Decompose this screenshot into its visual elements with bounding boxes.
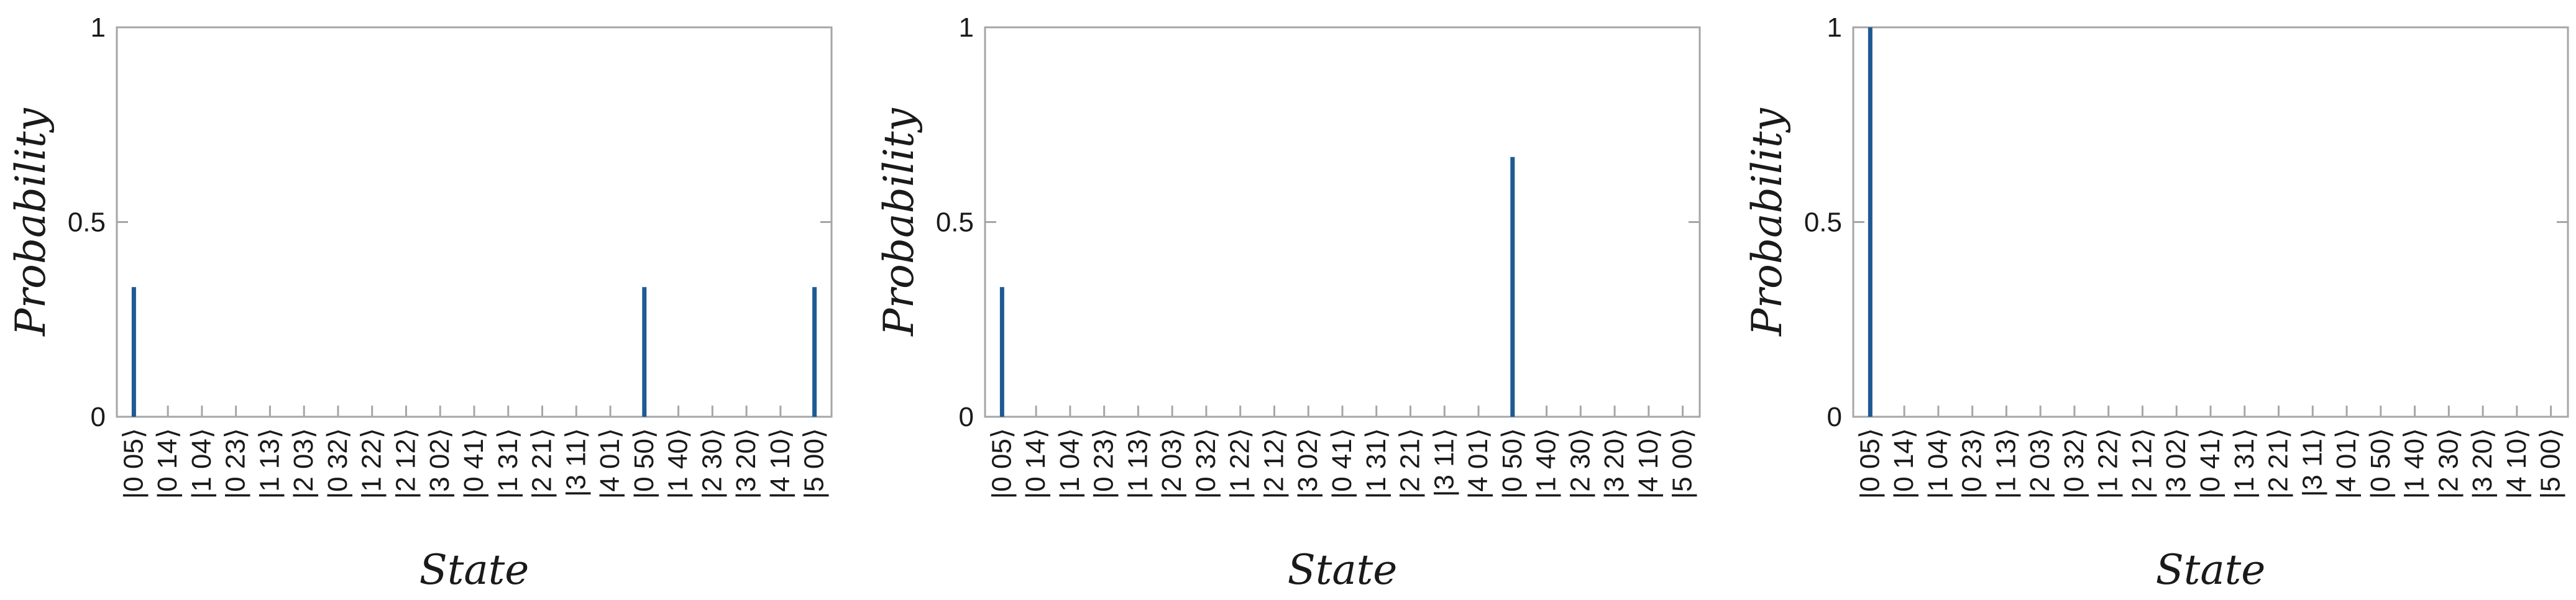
x-tick-label: |4 01⟩ [2331, 428, 2362, 499]
x-tick-label: |3 11⟩ [561, 428, 591, 497]
y-tick-label: 0 [1827, 402, 1842, 432]
x-tick-label: |0 14⟩ [1889, 428, 1919, 499]
x-tick-label: |2 21⟩ [527, 428, 557, 499]
x-tick-label: |2 30⟩ [1565, 428, 1595, 499]
x-tick-label: |3 02⟩ [2161, 428, 2191, 499]
x-tick-label: |2 21⟩ [1395, 428, 1426, 499]
x-tick-label: |0 05⟩ [1854, 428, 1885, 499]
x-tick-label: |0 41⟩ [1327, 428, 1357, 499]
y-axis-title: Probability [1743, 107, 1791, 336]
x-tick-label: |2 03⟩ [1157, 428, 1187, 499]
x-axis-title: State [2156, 546, 2266, 594]
x-tick-label: |1 22⟩ [2093, 428, 2124, 499]
x-tick-label: |4 01⟩ [595, 428, 625, 499]
x-tick-label: |0 41⟩ [2195, 428, 2225, 499]
x-tick-label: |5 00⟩ [1667, 428, 1698, 499]
x-tick-label: |2 03⟩ [2025, 428, 2055, 499]
bar-16 [642, 287, 647, 417]
x-tick-label: |0 05⟩ [118, 428, 149, 499]
x-axis-title: State [419, 546, 529, 594]
x-tick-label: |1 04⟩ [1055, 428, 1085, 499]
x-tick-label: |4 10⟩ [765, 428, 795, 499]
x-tick-label: |0 41⟩ [459, 428, 489, 499]
x-tick-label: |1 22⟩ [357, 428, 387, 499]
x-tick-label: |0 32⟩ [323, 428, 353, 499]
y-tick-label: 0 [959, 402, 974, 432]
x-tick-label: |0 14⟩ [1020, 428, 1051, 499]
x-tick-label: |3 02⟩ [1293, 428, 1323, 499]
x-tick-label: |2 12⟩ [390, 428, 421, 499]
x-tick-label: |1 40⟩ [1531, 428, 1562, 499]
chart-panel-2: 0 0.5 1 |0 05⟩ |0 14⟩ |1 04⟩ |0 23⟩ |1 13⟩ |2 03… [875, 12, 1701, 594]
bar-1 [999, 287, 1004, 417]
x-tick-label: |0 23⟩ [221, 428, 251, 499]
x-tick-label: |0 23⟩ [1957, 428, 1987, 499]
x-tick-label: |0 50⟩ [629, 428, 659, 499]
x-tick-label: |5 00⟩ [2536, 428, 2566, 499]
y-tick-label: 1 [91, 12, 106, 43]
x-tick-label: |1 13⟩ [254, 428, 285, 499]
x-tick-label: |3 11⟩ [1429, 428, 1459, 497]
x-tick-label: |5 00⟩ [799, 428, 830, 499]
bar-1 [131, 287, 136, 417]
x-tick-label: |2 03⟩ [288, 428, 319, 499]
x-tick-label: |1 13⟩ [1122, 428, 1153, 499]
x-tick-label: |1 40⟩ [663, 428, 694, 499]
y-axis-title: Probability [875, 107, 923, 336]
y-axis-title: Probability [7, 107, 55, 336]
x-tick-label: |2 12⟩ [2127, 428, 2157, 499]
x-tick-label: |2 21⟩ [2263, 428, 2294, 499]
x-tick-label: |0 23⟩ [1089, 428, 1119, 499]
x-tick-label: |1 04⟩ [186, 428, 217, 499]
x-tick-label: |0 32⟩ [2059, 428, 2089, 499]
x-tick-label: |1 31⟩ [2229, 428, 2260, 499]
x-tick-label: |1 40⟩ [2400, 428, 2430, 499]
x-tick-label: |0 50⟩ [1497, 428, 1528, 499]
y-tick-label: 0.5 [68, 207, 106, 238]
x-tick-label: |2 30⟩ [697, 428, 727, 499]
x-tick-label: |2 30⟩ [2433, 428, 2464, 499]
x-tick-label: |3 11⟩ [2297, 428, 2327, 497]
plot-area-frame [984, 26, 1701, 418]
bar-21 [812, 287, 817, 417]
y-tick-label: 1 [1827, 12, 1842, 43]
x-tick-label: |3 20⟩ [731, 428, 761, 499]
plot-area-frame [1852, 26, 2569, 418]
x-tick-label: |1 04⟩ [1923, 428, 1953, 499]
x-tick-label: |0 32⟩ [1191, 428, 1221, 499]
bar-16 [1510, 157, 1515, 417]
x-tick-label: |0 14⟩ [152, 428, 183, 499]
x-axis-title: State [1288, 546, 1398, 594]
y-tick-label: 0.5 [936, 207, 974, 238]
x-tick-label: |1 22⟩ [1225, 428, 1255, 499]
x-tick-label: |3 20⟩ [2467, 428, 2498, 499]
chart-panel-1: 0 0.5 1 |0 05⟩ |0 14⟩ |1 04⟩ |0 23⟩ |1 13⟩ |2 03… [7, 12, 833, 594]
y-tick-label: 1 [959, 12, 974, 43]
plot-area-frame [116, 26, 833, 418]
chart-panel-3: 0 0.5 1 |0 05⟩ |0 14⟩ |1 04⟩ |0 23⟩ |1 13⟩ |2 03… [1743, 12, 2569, 594]
x-tick-label: |4 01⟩ [1463, 428, 1493, 499]
x-tick-label: |2 12⟩ [1258, 428, 1289, 499]
x-tick-label: |1 13⟩ [1991, 428, 2021, 499]
x-tick-label: |1 31⟩ [493, 428, 523, 499]
bar-1 [1868, 27, 1872, 417]
x-tick-label: |0 50⟩ [2365, 428, 2396, 499]
x-tick-label: |4 10⟩ [2501, 428, 2532, 499]
x-tick-label: |3 02⟩ [424, 428, 455, 499]
x-tick-label: |0 05⟩ [986, 428, 1017, 499]
y-tick-label: 0 [91, 402, 106, 432]
x-tick-label: |3 20⟩ [1599, 428, 1629, 499]
y-tick-label: 0.5 [1804, 207, 1842, 238]
x-tick-label: |1 31⟩ [1361, 428, 1391, 499]
x-tick-label: |4 10⟩ [1633, 428, 1664, 499]
